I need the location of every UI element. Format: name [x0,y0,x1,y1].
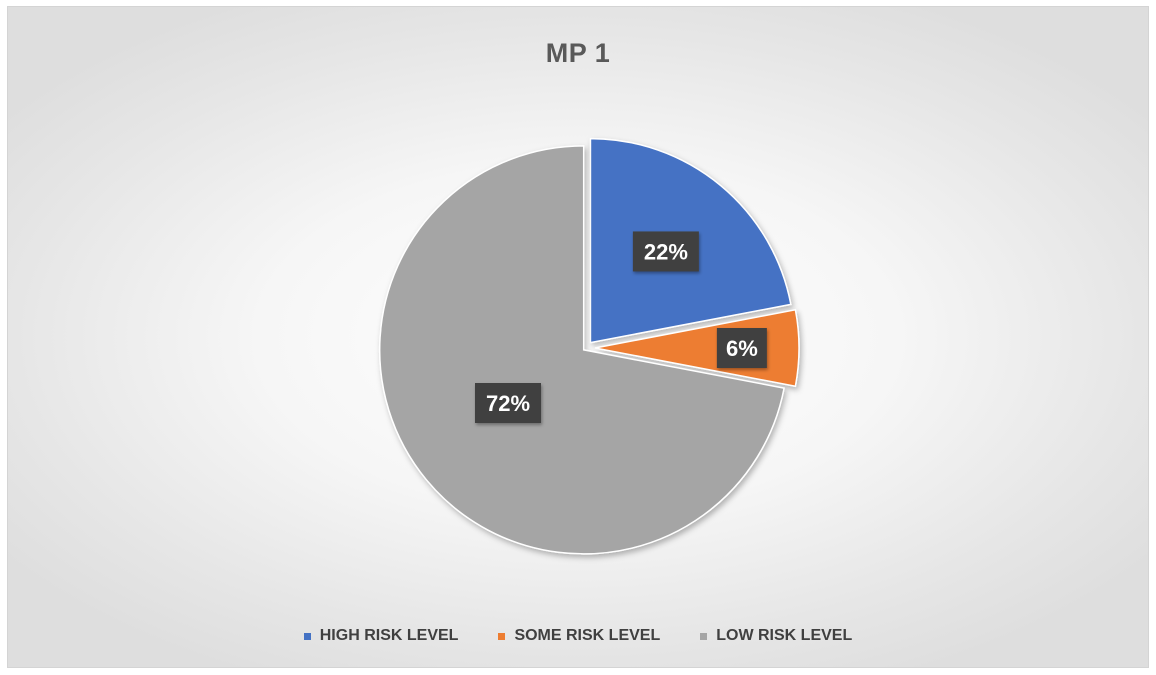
legend-swatch-some [498,632,506,640]
chart-title: MP 1 [545,38,611,68]
data-label-text-some: 6% [726,336,758,361]
legend-item-some: SOME RISK LEVEL [498,627,660,645]
data-label-box-high [632,231,699,272]
chart-area: MP 1 22% 6% 72% HIGH RISK LEVEL SOME RISK … [7,6,1149,668]
data-label-text-low: 72% [486,391,530,416]
data-label-some: 6% [716,328,767,368]
legend-label-low: LOW RISK LEVEL [716,627,853,644]
pie-chart: 22% 6% 72% [378,137,800,555]
pie-slice-low [378,145,785,555]
data-label-low: 72% [475,383,541,423]
legend-label-high: HIGH RISK LEVEL [319,627,459,644]
data-label-high: 22% [632,231,699,272]
legend-swatch-high [303,632,311,640]
legend-item-high: HIGH RISK LEVEL [303,627,459,645]
data-label-text-high: 22% [644,239,688,264]
data-label-box-low [475,383,541,423]
legend: HIGH RISK LEVEL SOME RISK LEVEL LOW RISK… [8,627,1148,645]
legend-swatch-low [700,632,708,640]
legend-label-some: SOME RISK LEVEL [514,627,661,644]
data-label-box-some [716,328,767,368]
legend-item-low: LOW RISK LEVEL [700,627,852,645]
